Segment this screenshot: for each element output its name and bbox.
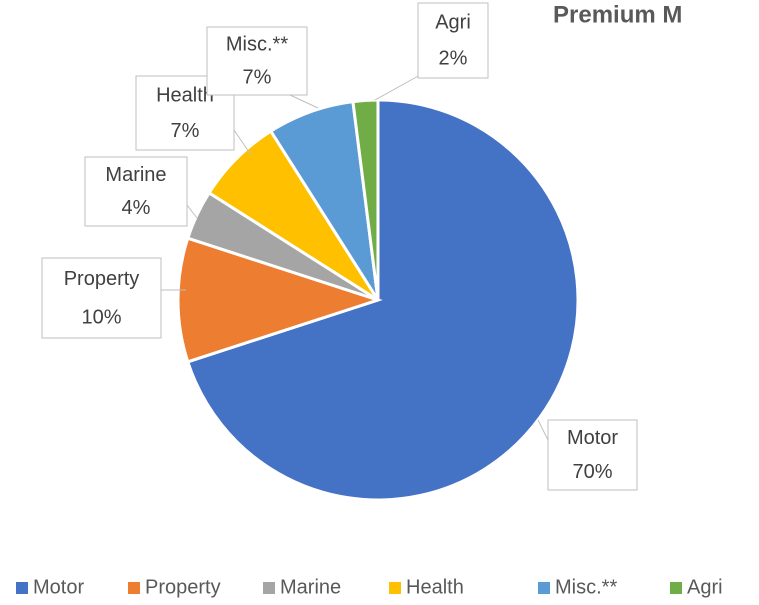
- legend-label: Motor: [33, 576, 84, 598]
- label-category: Marine: [105, 164, 166, 186]
- label-value: 70%: [572, 461, 612, 483]
- legend-label: Property: [145, 576, 221, 598]
- pie-slice: [176, 236, 383, 364]
- leader-line: [289, 94, 319, 109]
- label-category: Motor: [567, 427, 618, 449]
- chart-title: Premium M: [553, 1, 682, 28]
- legend-swatch: [16, 582, 28, 594]
- label-category: Property: [64, 268, 140, 290]
- legend-label: Agri: [687, 576, 723, 598]
- legend-label: Marine: [280, 576, 341, 598]
- data-labels: Motor 70% Property 10% Marine 4% Health 7% Misc.…: [41, 2, 638, 491]
- label-box: [84, 156, 188, 227]
- pie-slice: [185, 98, 580, 502]
- label-value: 10%: [81, 306, 121, 328]
- leader-line: [537, 419, 549, 441]
- label-box: [206, 26, 308, 96]
- leader-line: [186, 204, 198, 219]
- label-value: 7%: [243, 66, 272, 88]
- leader-line: [233, 129, 252, 156]
- legend-label: Misc.**: [555, 576, 617, 598]
- label-category: Agri: [435, 12, 471, 34]
- legend-swatch: [389, 582, 401, 594]
- label-value: 2%: [439, 48, 468, 70]
- legend: Motor Property Marine Health Misc.** Agri: [16, 576, 723, 598]
- legend-swatch: [670, 582, 682, 594]
- legend-label: Health: [406, 576, 464, 598]
- legend-swatch: [128, 582, 140, 594]
- label-value: 7%: [171, 120, 200, 142]
- legend-swatch: [538, 582, 550, 594]
- pie: [176, 98, 580, 502]
- label-box: [41, 257, 162, 339]
- label-value: 4%: [122, 197, 151, 219]
- label-box: [547, 419, 638, 491]
- pie-slice: [351, 98, 380, 301]
- label-category: Health: [156, 84, 214, 106]
- leader-line: [374, 74, 421, 101]
- label-box: [417, 2, 489, 79]
- label-category: Misc.**: [226, 34, 288, 56]
- legend-swatch: [263, 582, 275, 594]
